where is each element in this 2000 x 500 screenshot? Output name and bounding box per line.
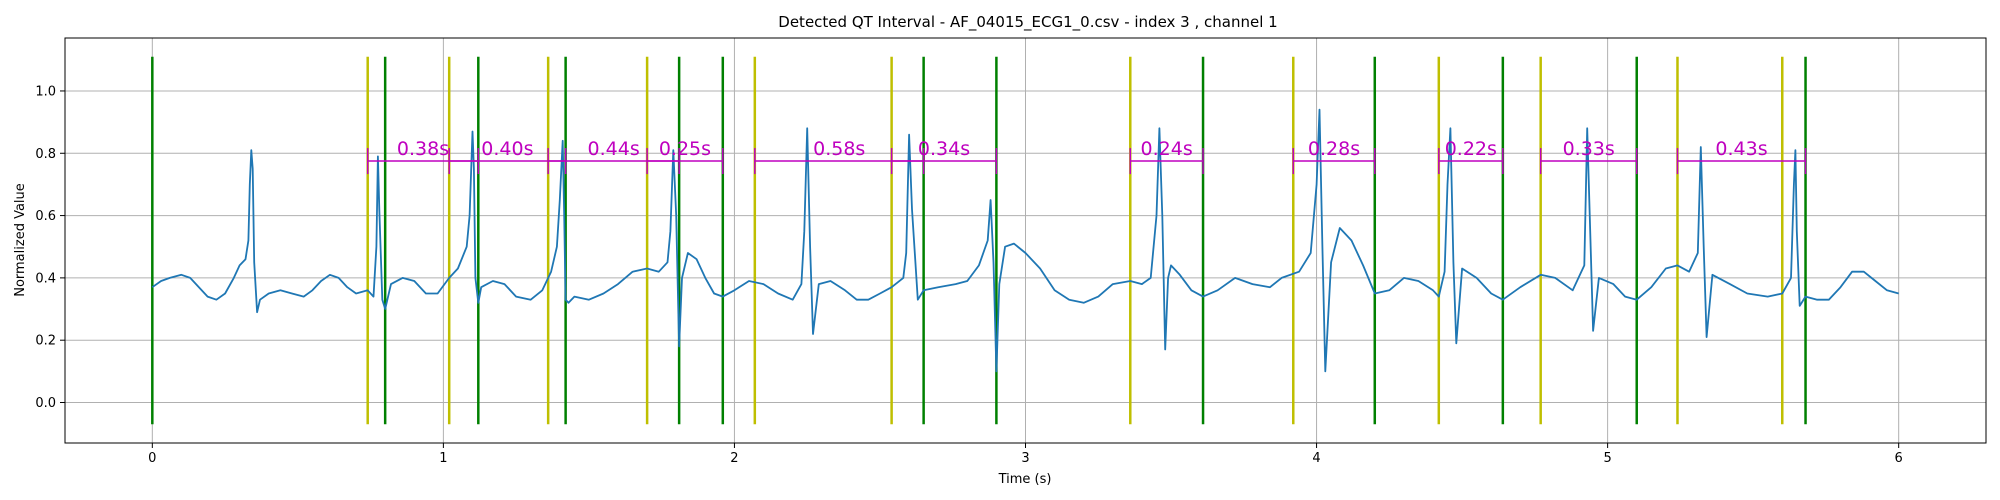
y-tick-label: 0.2 <box>35 334 56 349</box>
qt-interval-label: 0.28s <box>1308 138 1360 160</box>
qt-interval-label: 0.44s <box>588 138 640 160</box>
axis-ticks: 0 1 2 3 4 5 6 0.0 0.2 0.4 0.6 0.8 1.0 <box>35 84 1903 466</box>
qt-interval-label: 0.34s <box>918 138 970 160</box>
qt-intervals: 0.38s 0.40s 0.44s 0.25s 0.58s 0.34s 0.24s 0.28s… <box>366 138 1807 175</box>
y-tick-label: 0.0 <box>35 396 56 411</box>
qt-interval-label: 0.33s <box>1563 138 1615 160</box>
y-tick-label: 1.0 <box>35 84 56 99</box>
y-tick-label: 0.6 <box>35 209 56 224</box>
x-tick-label: 4 <box>1312 451 1320 466</box>
qt-interval-label: 0.25s <box>659 138 711 160</box>
qt-interval-label: 0.38s <box>397 138 449 160</box>
x-tick-label: 0 <box>148 451 156 466</box>
y-axis-label: Normalized Value <box>13 183 28 297</box>
x-tick-label: 3 <box>1021 451 1029 466</box>
marker-lines <box>151 56 1807 425</box>
qt-interval-label: 0.40s <box>481 138 533 160</box>
y-tick-label: 0.4 <box>35 271 56 286</box>
x-tick-label: 6 <box>1895 451 1903 466</box>
qt-interval-label: 0.22s <box>1445 138 1497 160</box>
x-tick-label: 2 <box>730 451 738 466</box>
chart-title: Detected QT Interval - AF_04015_ECG1_0.c… <box>778 13 1277 32</box>
y-tick-label: 0.8 <box>35 147 56 162</box>
qt-interval-label: 0.24s <box>1141 138 1193 160</box>
x-axis-label: Time (s) <box>998 472 1052 487</box>
qt-interval-label: 0.58s <box>813 138 865 160</box>
x-tick-label: 1 <box>439 451 447 466</box>
ecg-signal-line <box>151 108 1899 373</box>
qt-interval-label: 0.43s <box>1715 138 1767 160</box>
x-tick-label: 5 <box>1603 451 1611 466</box>
signal-series <box>151 108 1899 373</box>
